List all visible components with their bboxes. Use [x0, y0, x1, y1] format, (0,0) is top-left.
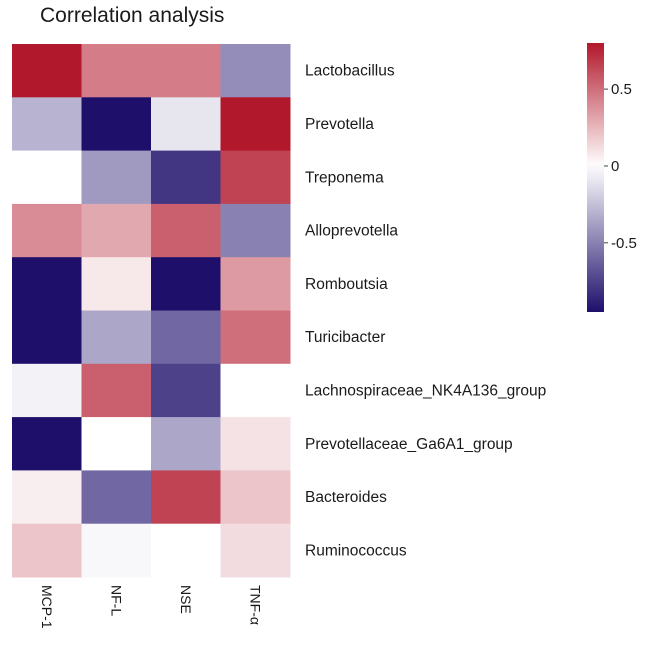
- colorbar: 0.5 0 -0.5: [587, 43, 637, 312]
- row-label: Treponema: [305, 169, 384, 186]
- heatmap-cell: [12, 257, 82, 311]
- row-label: Alloprevotella: [305, 223, 398, 240]
- column-label: TNF-α: [247, 585, 263, 625]
- heatmap-cell: [220, 257, 291, 311]
- heatmap-cell: [220, 203, 291, 258]
- column-label: NSE: [178, 585, 194, 614]
- heatmap-cell: [12, 97, 82, 152]
- row-label: Lachnospiraceae_NK4A136_group: [305, 382, 546, 399]
- heatmap-cell: [12, 417, 82, 471]
- heatmap-cell: [81, 470, 152, 525]
- heatmap-cell: [12, 203, 82, 258]
- heatmap-cell: [12, 523, 82, 578]
- heatmap-cell: [151, 203, 221, 258]
- heatmap-cell: [220, 417, 291, 471]
- heatmap-cell: [220, 523, 291, 578]
- row-label: Prevotella: [305, 116, 374, 133]
- heatmap-cell: [220, 150, 291, 205]
- heatmap-cell: [81, 150, 152, 205]
- heatmap-cell: [151, 470, 221, 525]
- heatmap-cell: [12, 470, 82, 525]
- heatmap-cell: [12, 363, 82, 418]
- heatmap-cell: [220, 310, 291, 365]
- colorbar-tick-label: -0.5: [611, 235, 637, 252]
- heatmap-cell: [81, 417, 152, 471]
- column-label: NF-L: [108, 585, 124, 616]
- heatmap-cell: [220, 44, 291, 98]
- row-label: Bacteroides: [305, 489, 387, 506]
- heatmap-cell: [81, 310, 152, 365]
- colorbar-tick-label: 0: [611, 158, 619, 175]
- heatmap-cell: [12, 310, 82, 365]
- heatmap-cell: [151, 44, 221, 98]
- heatmap-cell: [81, 363, 152, 418]
- heatmap-cell: [151, 150, 221, 205]
- heatmap-cell: [220, 97, 291, 152]
- heatmap-cell: [81, 44, 152, 98]
- heatmap-cell: [81, 523, 152, 578]
- heatmap-cell: [220, 363, 291, 418]
- heatmap-cell: [151, 363, 221, 418]
- column-label: MCP-1: [39, 585, 55, 629]
- heatmap-cell: [12, 44, 82, 98]
- heatmap-cell: [151, 523, 221, 578]
- heatmap-cell: [151, 257, 221, 311]
- colorbar-tick-label: 0.5: [611, 81, 632, 98]
- heatmap-cell: [81, 257, 152, 311]
- heatmap-cell: [220, 470, 291, 525]
- colorbar-gradient: [587, 43, 604, 312]
- row-label: Prevotellaceae_Ga6A1_group: [305, 436, 513, 453]
- row-label: Ruminococcus: [305, 542, 407, 559]
- heatmap-cell: [151, 97, 221, 152]
- heatmap-cell: [81, 97, 152, 152]
- heatmap-cell: [81, 203, 152, 258]
- row-labels: Lactobacillus Prevotella Treponema Alloprev…: [305, 63, 546, 560]
- column-labels: MCP-1 NF-L NSE TNF-α: [39, 585, 264, 629]
- row-label: Turicibacter: [305, 329, 385, 346]
- heatmap-cells: [12, 44, 291, 578]
- row-label: Romboutsia: [305, 276, 388, 293]
- heatmap-cell: [12, 150, 82, 205]
- chart-title: Correlation analysis: [40, 4, 225, 27]
- row-label: Lactobacillus: [305, 63, 395, 80]
- heatmap-cell: [151, 417, 221, 471]
- heatmap-cell: [151, 310, 221, 365]
